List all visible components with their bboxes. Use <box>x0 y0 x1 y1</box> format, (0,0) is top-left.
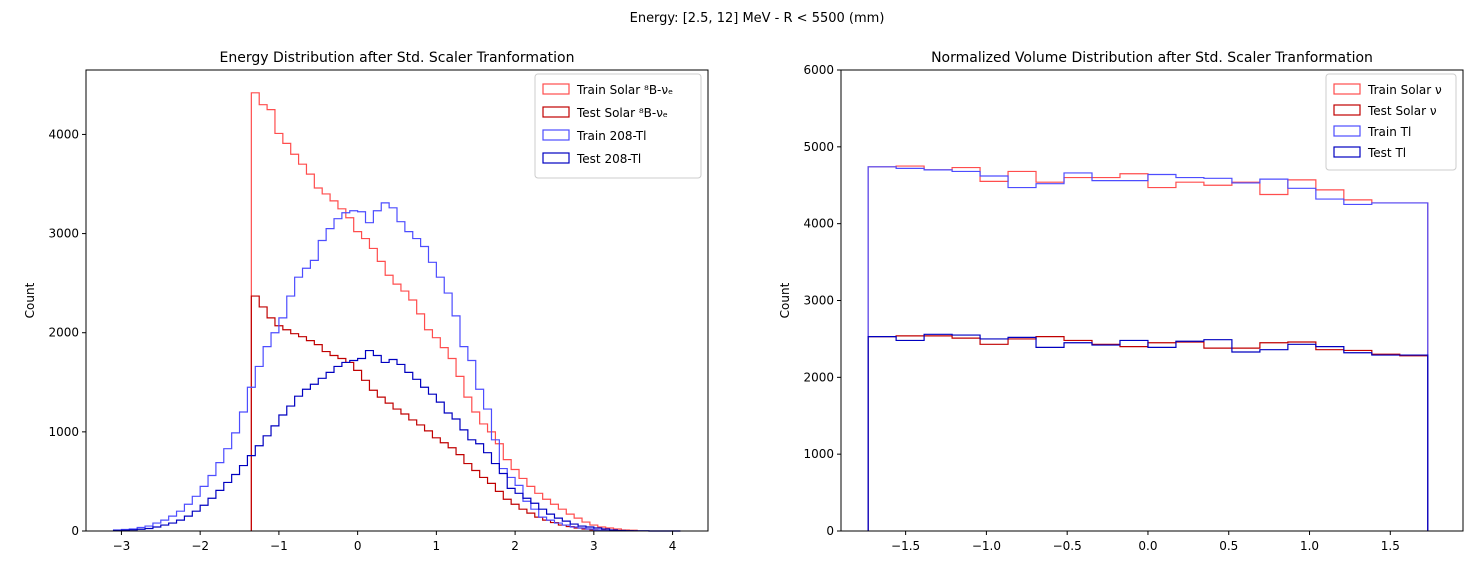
series-0-step-line <box>250 92 638 531</box>
x-tick-label: 0 <box>354 539 362 553</box>
x-tick-label: 1.0 <box>1300 539 1319 553</box>
legend-swatch <box>1333 125 1361 137</box>
legend: Train Solar ⁸B-νₑ Test Solar ⁸B-νₑ Train 2… <box>534 73 702 179</box>
x-tick-label: −2 <box>191 539 209 553</box>
legend-entry-label: Test Tl <box>1367 146 1406 160</box>
y-tick-label: 5000 <box>803 140 834 154</box>
legend-entry-label: Test Solar ν <box>1367 104 1437 118</box>
y-tick-label: 3000 <box>48 227 79 241</box>
y-tick-label: 0 <box>826 524 834 538</box>
volume-distribution-panel: Normalized Volume Distribution after Std… <box>778 50 1464 553</box>
x-tick-label: −1 <box>270 539 288 553</box>
legend-frame <box>1325 73 1457 171</box>
legend-entry-label: Train Tl <box>1367 125 1411 139</box>
x-tick-label: −0.5 <box>1053 539 1082 553</box>
y-tick-label: 0 <box>71 524 79 538</box>
legend-swatch <box>1333 104 1361 116</box>
x-tick-label: −1.5 <box>891 539 920 553</box>
series-2-step-line <box>112 202 681 532</box>
energy-plot-area: −3 −2 −1 0 1 2 3 4 0 1000 2000 3000 4000 Count Train S… <box>23 69 709 553</box>
legend-swatch <box>542 106 570 118</box>
axes-frame <box>85 69 709 532</box>
x-tick-label: 3 <box>590 539 598 553</box>
y-tick-label: 2000 <box>48 326 79 340</box>
y-tick-label: 4000 <box>803 217 834 231</box>
legend-entry-label: Train Solar ⁸B-νₑ <box>576 83 673 97</box>
legend-frame <box>534 73 702 179</box>
x-tick-label: 1.5 <box>1381 539 1400 553</box>
legend-entry-label: Test Solar ⁸B-νₑ <box>576 106 668 120</box>
x-tick-label: 0.5 <box>1219 539 1238 553</box>
legend-swatch <box>1333 83 1361 95</box>
legend-swatch <box>1333 146 1361 158</box>
y-axis-label: Count <box>778 282 792 318</box>
x-tick-label: −1.0 <box>972 539 1001 553</box>
y-tick-label: 4000 <box>48 127 79 141</box>
x-tick-label: 2 <box>511 539 519 553</box>
y-tick-label: 6000 <box>803 63 834 77</box>
series-3-step-line <box>112 349 681 532</box>
x-tick-label: 1 <box>433 539 441 553</box>
volume-panel-title: Normalized Volume Distribution after Std… <box>931 50 1373 66</box>
legend-swatch <box>542 129 570 141</box>
legend-swatch <box>542 152 570 164</box>
y-tick-label: 3000 <box>803 294 834 308</box>
legend-entry-label: Test 208-Tl <box>576 152 641 166</box>
volume-plot-area: −1.5 −1.0 −0.5 0.0 0.5 1.0 1.5 0 1000 2000 3000 400… <box>778 63 1464 553</box>
energy-distribution-panel: Energy Distribution after Std. Scaler Tr… <box>23 50 709 553</box>
legend-entry-label: Train 208-Tl <box>576 129 646 143</box>
y-tick-label: 1000 <box>48 425 79 439</box>
y-tick-label: 1000 <box>803 447 834 461</box>
series-3-step-line <box>867 333 1429 531</box>
legend-entry-label: Train Solar ν <box>1367 83 1442 97</box>
x-tick-label: 4 <box>669 539 677 553</box>
legend-swatch <box>542 83 570 95</box>
series-2-step-line <box>867 166 1429 531</box>
y-axis-label: Count <box>23 282 37 318</box>
legend: Train Solar ν Test Solar ν Train Tl Test Tl <box>1325 73 1457 171</box>
y-tick-label: 2000 <box>803 370 834 384</box>
series-1-step-line <box>867 335 1429 531</box>
energy-panel-title: Energy Distribution after Std. Scaler Tr… <box>220 50 575 66</box>
figure-suptitle: Energy: [2.5, 12] MeV - R < 5500 (mm) <box>630 11 885 26</box>
x-tick-label: 0.0 <box>1138 539 1157 553</box>
x-tick-label: −3 <box>113 539 131 553</box>
